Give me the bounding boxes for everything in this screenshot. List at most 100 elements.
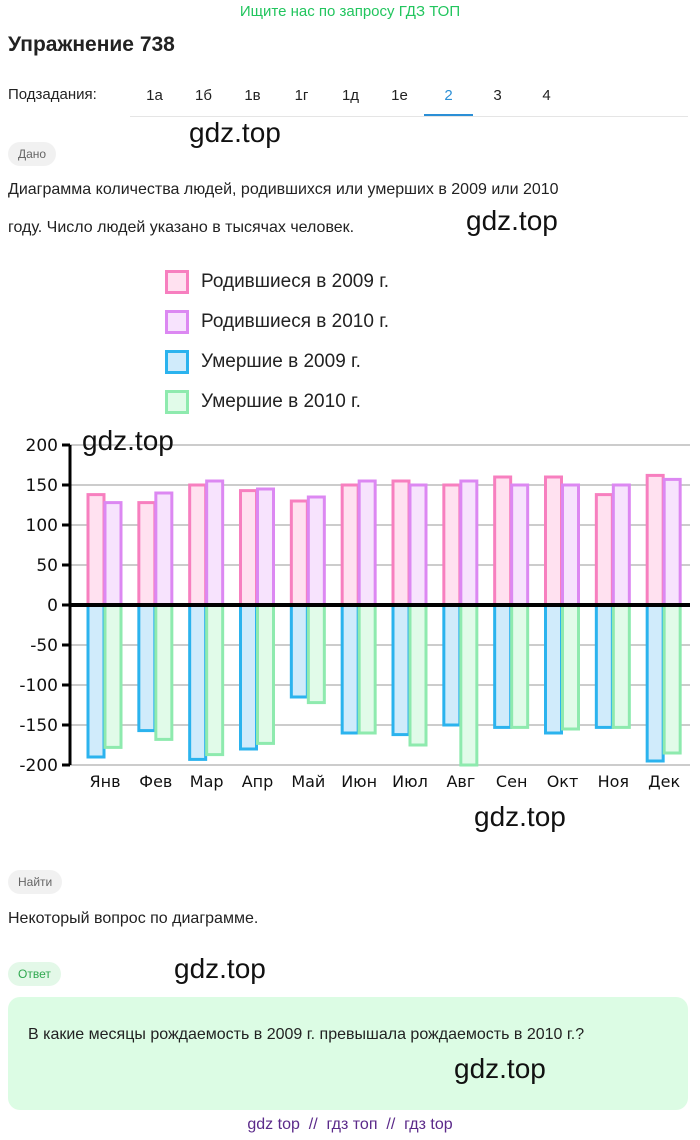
legend-item: Умершие в 2010 г. [165,382,389,422]
y-tick-label: -200 [19,756,58,776]
bar-Умершие в 2009 г. [137,603,157,733]
find-text: Некоторый вопрос по диаграмме. [8,910,259,927]
y-tick-label: 0 [47,596,58,616]
legend-swatch [165,310,189,334]
given-text-line-2: году. Число людей указано в тысячах чело… [8,219,355,236]
bar-Умершие в 2010 г. [103,603,123,749]
bar-Умершие в 2010 г. [662,603,682,755]
answer-badge: Ответ [8,962,61,986]
x-tick-label: Авг [446,772,475,791]
x-tick-label: Окт [547,772,579,791]
bar-chart: 200 150 100 50 0 -50 -100 -150 -200 Янв Фев Мар Апр М… [19,436,690,791]
answer-text: В какие месяцы рождаемость в 2009 г. пре… [28,1026,585,1043]
tab-1д[interactable]: 1д [341,87,360,104]
bar-Родившиеся в 2010 г. [408,483,428,607]
bar-Родившиеся в 2010 г. [154,491,174,607]
tab-1г[interactable]: 1г [294,87,309,104]
bar-Родившиеся в 2010 г. [611,483,631,607]
legend-item: Родившиеся в 2009 г. [165,262,389,302]
x-tick-label: Сен [496,772,527,791]
tab-4[interactable]: 4 [542,87,551,104]
tab-1е[interactable]: 1е [391,87,408,104]
x-tick-label: Май [291,772,325,791]
bar-Родившиеся в 2009 г. [442,483,462,607]
bar-Умершие в 2010 г. [256,603,275,745]
given-badge: Дано [8,142,57,166]
x-tick-label: Июн [341,772,377,791]
legend-item: Умершие в 2009 г. [165,342,389,382]
bar-Родившиеся в 2010 г. [205,479,225,607]
search-banner: Ищите нас по запросу ГДЗ ТОП [239,3,461,20]
subtasks-label: Подзадания: [8,86,97,103]
bar-Умершие в 2009 г. [340,603,360,735]
tab-1б[interactable]: 1б [195,87,212,104]
bar-Умершие в 2009 г. [86,603,106,759]
bar-Умершие в 2009 г. [391,603,411,737]
bar-Умершие в 2009 г. [442,603,462,727]
legend-item: Родившиеся в 2010 г. [165,302,389,342]
y-tick-label: 150 [26,476,58,496]
watermark: gdz.top [474,801,566,832]
footer-links[interactable]: gdz top // гдз топ // гдз top [247,1116,453,1133]
bar-Родившиеся в 2009 г. [289,499,309,607]
y-tick-label: 50 [36,556,58,576]
y-tick-label: -100 [19,676,58,696]
x-tick-label: Мар [190,772,224,791]
y-tick-label: 200 [26,436,58,456]
bar-Умершие в 2009 г. [544,603,563,735]
given-text-line-1: Диаграмма количества людей, родившихся и… [8,181,559,198]
x-tick-label: Июл [392,772,428,791]
x-tick-label: Янв [89,772,120,791]
watermark: gdz.top [174,953,266,984]
legend-label: Умершие в 2009 г. [201,351,361,372]
bar-Родившиеся в 2010 г. [459,479,479,607]
legend-label: Умершие в 2010 г. [201,391,361,412]
tab-3[interactable]: 3 [493,87,502,104]
watermark: gdz.top [82,425,174,456]
bar-Умершие в 2010 г. [205,603,225,757]
x-tick-label: Фев [139,772,172,791]
x-tick-label: Дек [648,772,680,791]
legend-swatch [165,270,189,294]
bar-Родившиеся в 2009 г. [645,473,665,607]
bar-Родившиеся в 2009 г. [86,493,106,607]
bar-Умершие в 2009 г. [594,603,614,729]
bar-Родившиеся в 2010 г. [510,483,530,607]
bar-Умершие в 2010 г. [561,603,580,731]
bar-Родившиеся в 2009 г. [594,493,614,607]
bar-Родившиеся в 2009 г. [493,475,513,607]
bar-Родившиеся в 2009 г. [137,501,157,607]
bar-Родившиеся в 2010 г. [103,501,123,607]
bar-Родившиеся в 2010 г. [357,479,377,607]
legend-swatch [165,350,189,374]
page-title: Упражнение 738 [8,33,175,56]
bar-Умершие в 2010 г. [154,603,174,741]
watermark: gdz.top [466,205,558,236]
watermark: gdz.top [454,1053,546,1084]
bar-Умершие в 2010 г. [510,603,530,729]
bar-Умершие в 2009 г. [239,603,258,751]
x-tick-label: Ноя [598,772,629,791]
bar-Родившиеся в 2010 г. [306,495,326,607]
subtask-tabs: 1а 1б 1в 1г 1д 1е 2 3 4 [130,76,688,117]
bar-Родившиеся в 2009 г. [340,483,360,607]
x-tick-label: Апр [242,772,274,791]
tab-1в[interactable]: 1в [244,87,261,104]
watermark: gdz.top [189,117,281,148]
find-badge: Найти [8,870,63,894]
bar-Родившиеся в 2009 г. [188,483,208,607]
bar-Родившиеся в 2010 г. [256,487,275,607]
tab-2[interactable]: 2 [424,76,473,116]
bar-Умершие в 2010 г. [357,603,377,735]
bar-Умершие в 2010 г. [408,603,428,747]
bar-Умершие в 2009 г. [493,603,513,729]
bar-Родившиеся в 2009 г. [544,475,563,607]
bar-Родившиеся в 2009 г. [239,489,258,607]
tab-1а[interactable]: 1а [146,87,163,104]
answer-box: В какие месяцы рождаемость в 2009 г. пре… [8,997,688,1110]
bar-Родившиеся в 2010 г. [561,483,580,607]
bar-Умершие в 2010 г. [611,603,631,729]
y-tick-label: -150 [19,716,58,736]
legend-swatch [165,390,189,414]
bar-Умершие в 2009 г. [645,603,665,763]
